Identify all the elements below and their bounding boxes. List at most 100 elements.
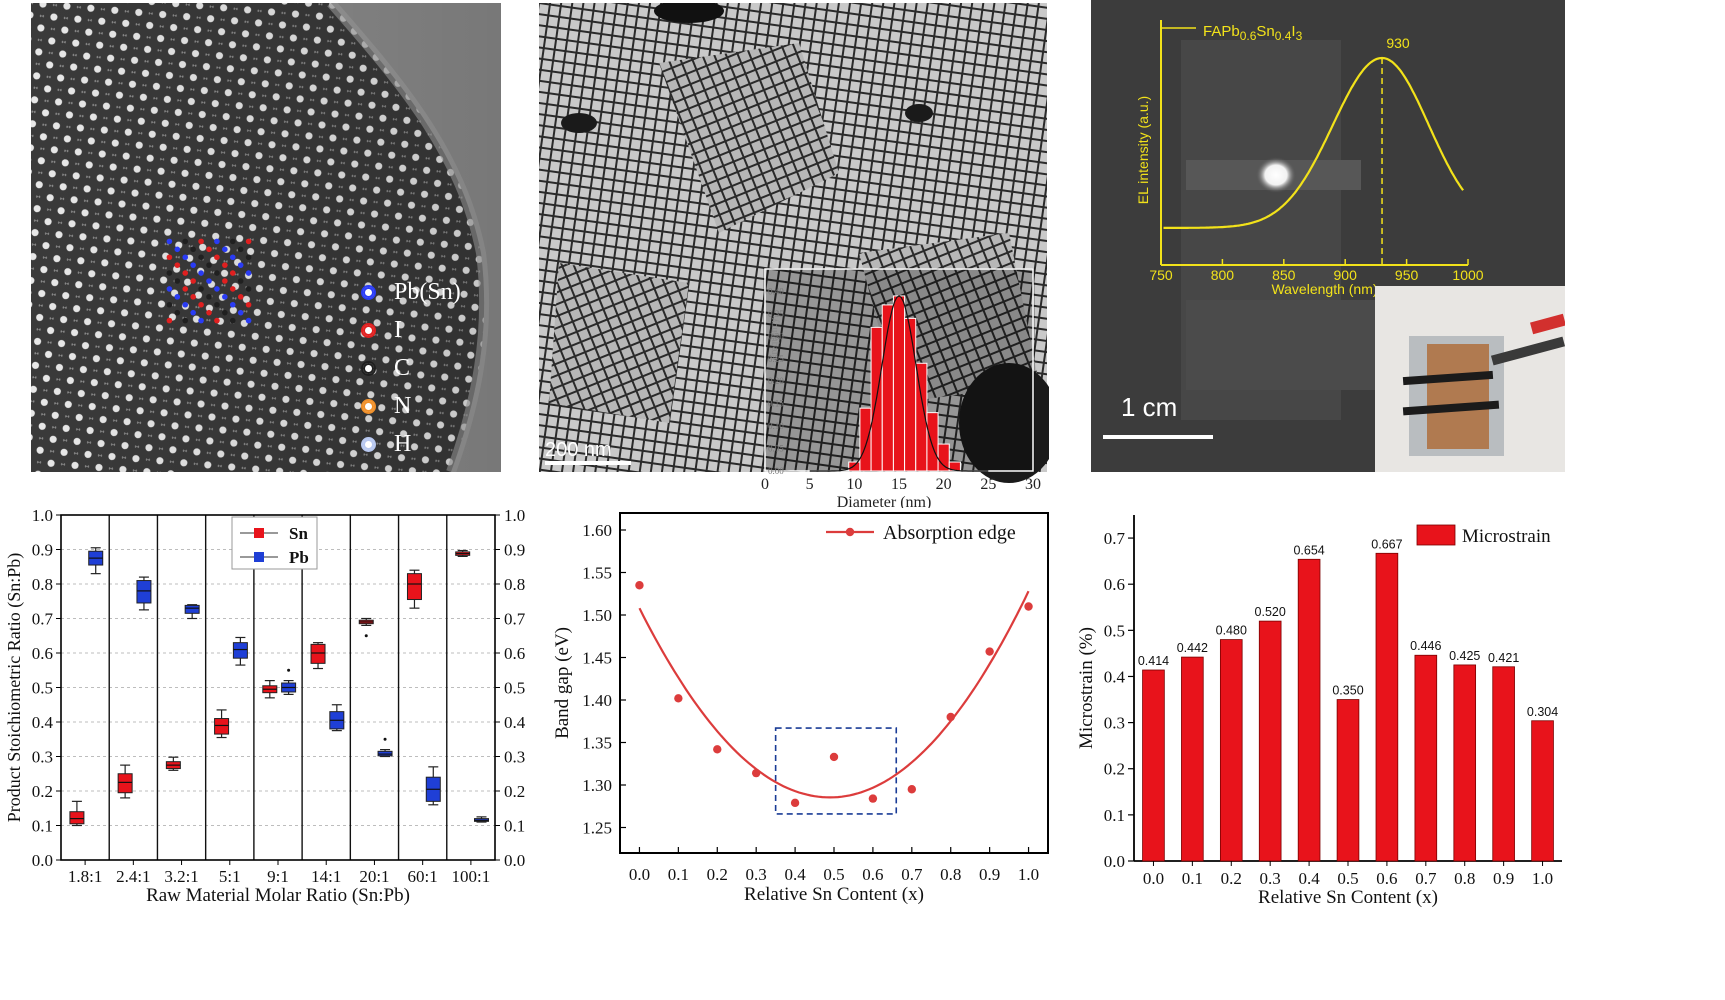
legend-swatch: [254, 552, 264, 562]
xtick-label: 9:1: [267, 867, 289, 886]
atom-legend-label: C: [394, 354, 411, 381]
ytick-label: 1.60: [582, 521, 612, 540]
xtick-label: 0.8: [940, 865, 961, 884]
data-point: [1024, 602, 1033, 611]
histogram-bar: [848, 461, 861, 472]
ytick-label: 0.7: [32, 610, 54, 629]
formula-part: 0.6: [1240, 29, 1257, 43]
legend-label: Sn: [289, 524, 308, 543]
el-spectrum-chart: FAPb0.6Sn0.4I3 930 750 800 850 900 950 1000 Wave…: [1135, 20, 1484, 297]
bar-value-label: 0.520: [1255, 605, 1286, 619]
ytick-label: 1.45: [582, 649, 612, 668]
ytick-label: 0.9: [32, 541, 53, 560]
plot-frame: [619, 512, 1049, 854]
atom-marker: [222, 246, 228, 253]
ytick-label-right: 0.4: [504, 713, 526, 732]
atom-marker: [206, 278, 212, 284]
atom-marker: [206, 246, 212, 253]
ytick-label: 0.0: [1104, 852, 1125, 871]
xtick-label: 14:1: [311, 867, 341, 886]
xtick-label: 0.1: [668, 865, 689, 884]
el-xtick-label: 1000: [1452, 267, 1483, 283]
xtick-label: 60:1: [408, 867, 438, 886]
el-peak-label: 930: [1386, 35, 1410, 51]
xtick-label: 0.9: [979, 865, 1000, 884]
atom-marker: [237, 309, 244, 316]
atom-marker: [174, 278, 181, 284]
el-xtick-label: 850: [1272, 267, 1296, 283]
box-outlier: [287, 668, 291, 672]
box-sn: [69, 811, 85, 825]
atom-marker: [174, 246, 181, 253]
x-axis-title: Relative Sn Content (x): [744, 884, 924, 905]
atom-legend-item: N: [361, 387, 501, 425]
histogram-bar: [926, 412, 939, 472]
ytick-label-right: 0.1: [504, 817, 525, 836]
histogram-xtick-label: 20: [936, 476, 952, 493]
histogram-xlabel: Diameter (nm): [837, 494, 932, 508]
ytick-label-right: 0.3: [504, 748, 525, 767]
el-ylabel: EL intensity (a.u.): [1135, 96, 1151, 204]
xtick-label: 0.7: [1415, 869, 1437, 888]
microstrain-bar: [1181, 656, 1204, 862]
atom-marker: [245, 301, 252, 308]
ytick-label: 1.30: [582, 776, 612, 795]
panel-d-boxplot: 0.0 0.0 0.1 0.1 0.2 0.2 0.3 0.3 0.4 0.4 0.5 0.5 0.6 0…: [0, 505, 540, 910]
formula-part: I: [1291, 23, 1295, 40]
box-pb: [232, 642, 248, 659]
data-point: [907, 785, 917, 794]
ytick-label-right: 0.5: [504, 679, 525, 698]
xtick-label: 0.2: [1221, 869, 1242, 888]
atom-dot-icon: [361, 436, 376, 452]
ytick-label: 0.1: [32, 817, 53, 836]
atom-marker: [229, 317, 236, 324]
atom-marker: [198, 286, 204, 292]
data-point: [829, 752, 839, 762]
atom-marker: [166, 317, 173, 324]
formula-part: 3: [1296, 29, 1303, 43]
atom-marker: [229, 254, 236, 261]
bar-value-label: 0.654: [1293, 543, 1324, 557]
xtick-label: 0.0: [629, 865, 650, 884]
ytick-label: 1.50: [582, 606, 612, 625]
el-xtick-label: 950: [1395, 267, 1419, 283]
microstrain-bar: [1142, 669, 1165, 862]
atom-marker: [190, 262, 196, 268]
el-spectrum-photo: FAPb0.6Sn0.4I3 930 750 800 850 900 950 1000 Wave…: [1091, 0, 1566, 472]
atom-marker: [182, 286, 189, 292]
atom-marker: [174, 309, 181, 316]
atom-marker: [206, 309, 212, 316]
microstrain-bar: [1453, 664, 1477, 862]
legend-box: [231, 516, 318, 570]
xtick-label: 2.4:1: [116, 867, 150, 886]
atom-marker: [198, 270, 204, 276]
histogram-bar: [892, 295, 906, 472]
atom-marker: [190, 309, 196, 316]
xtick-label: 0.8: [1454, 869, 1475, 888]
xtick-label: 0.5: [823, 865, 844, 884]
xtick-label: 0.6: [862, 865, 883, 884]
xtick-label: 0.1: [1182, 869, 1203, 888]
ytick-label: 0.3: [1104, 714, 1125, 733]
panel-b-sem: 0.00 0.05 0.10 0.15 0.20 0.25 0.30 0.35 0.40 0 5 10…: [539, 0, 1059, 511]
ytick-label: 0.2: [1104, 760, 1125, 779]
histogram-xtick-label: 30: [1025, 476, 1041, 493]
data-point: [790, 798, 800, 808]
atom-legend-item: Pb(Sn): [361, 273, 501, 311]
atom-marker: [214, 301, 220, 308]
atom-legend-label: I: [394, 316, 402, 343]
ytick-label: 0.0: [32, 851, 53, 870]
ytick-label-right: 0.9: [504, 541, 525, 560]
stoichiometry-boxplot: 0.0 0.0 0.1 0.1 0.2 0.2 0.3 0.3 0.4 0.4 0.5 0.5 0.6 0…: [4, 506, 526, 906]
y-axis-title: Product Stoichiometric Ratio (Sn:Pb): [4, 553, 25, 822]
bar-value-label: 0.442: [1177, 641, 1208, 655]
atom-dot-icon: [361, 322, 376, 338]
ytick-label: 0.6: [1104, 575, 1125, 594]
xtick-label: 0.9: [1493, 869, 1514, 888]
atom-marker: [182, 317, 189, 324]
atom-marker: [198, 238, 204, 245]
legend-swatch: [254, 528, 264, 538]
xtick-label: 0.3: [1260, 869, 1281, 888]
xtick-label: 3.2:1: [164, 867, 198, 886]
atom-legend-label: N: [394, 392, 412, 419]
